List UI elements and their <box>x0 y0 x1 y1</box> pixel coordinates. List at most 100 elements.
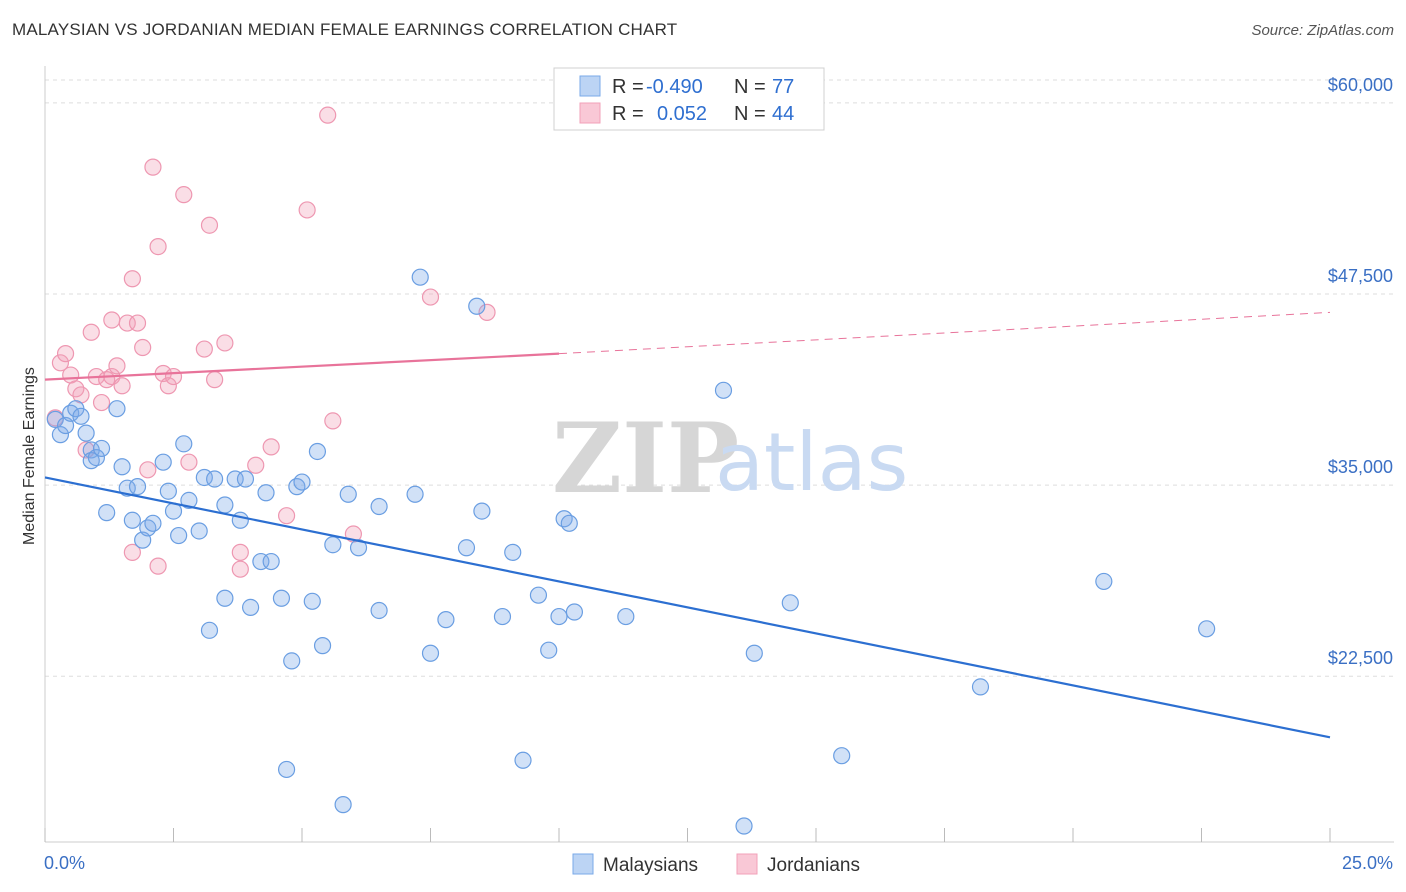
x-tick-labels: 0.0% 25.0% <box>44 853 1393 873</box>
legend-label-jordanians: Jordanians <box>767 855 860 876</box>
malaysian-point <box>288 478 306 496</box>
malaysian-point <box>308 442 327 461</box>
legend-n-value: 77 <box>772 76 794 98</box>
malaysian-point <box>77 424 95 442</box>
jordanian-point <box>277 507 296 525</box>
jordanian-point <box>123 270 141 288</box>
jordanian-point <box>134 338 152 357</box>
jordanians-points <box>46 106 496 578</box>
malaysian-point <box>411 268 429 286</box>
malaysian-point <box>370 497 388 516</box>
chart-title: MALAYSIAN VS JORDANIAN MEDIAN FEMALE EAR… <box>12 20 678 39</box>
jordanian-point <box>149 557 167 575</box>
jordanian-point <box>216 334 234 352</box>
jordanian-point <box>164 367 183 386</box>
malaysian-point <box>272 589 291 607</box>
malaysian-point <box>216 496 234 514</box>
jordanian-point <box>51 354 70 372</box>
malaysian-point <box>262 552 280 571</box>
jordanian-point <box>180 453 198 471</box>
malaysian-point <box>781 594 799 612</box>
malaysian-point <box>139 519 157 537</box>
legend-r-value: 0.052 <box>657 103 707 125</box>
legend-n-label: N = <box>734 103 766 125</box>
malaysian-point <box>971 678 990 696</box>
malaysian-point <box>231 511 249 529</box>
malaysian-point <box>714 381 733 399</box>
legend-n-label: N = <box>734 76 766 98</box>
malaysian-point <box>617 607 635 626</box>
malaysian-point <box>1095 572 1113 591</box>
malaysian-point <box>560 514 578 532</box>
malaysian-point <box>313 637 332 655</box>
malaysian-point <box>242 598 260 617</box>
malaysians-trend-line <box>44 476 1331 739</box>
jordanian-point <box>149 238 167 256</box>
jordanian-point <box>319 106 337 124</box>
axes <box>44 66 1394 843</box>
malaysian-point <box>565 603 584 621</box>
watermark-zip: ZIP <box>552 402 739 515</box>
malaysian-point <box>370 601 388 620</box>
x-tick-label: 0.0% <box>44 853 85 873</box>
legend-r-label: R = <box>612 76 644 98</box>
malaysian-point <box>206 470 224 488</box>
jordanian-point <box>231 560 249 578</box>
jordanian-point <box>128 314 147 332</box>
malaysian-point <box>277 760 296 779</box>
malaysian-point <box>514 751 532 769</box>
jordanian-point <box>113 377 131 395</box>
malaysian-point <box>190 522 208 540</box>
malaysian-point <box>457 539 476 557</box>
jordanian-point <box>231 543 249 561</box>
series-legend: Malaysians Jordanians <box>572 853 860 876</box>
malaysian-point <box>236 470 255 488</box>
malaysian-point <box>87 448 106 467</box>
jordanian-point <box>195 340 213 358</box>
malaysian-point <box>540 641 558 659</box>
jordanian-point <box>200 216 219 234</box>
jordanian-point <box>139 461 157 479</box>
jordanians-trend-line <box>44 352 560 381</box>
malaysian-point <box>113 458 131 476</box>
jordanian-point <box>159 377 177 395</box>
trend-lines <box>44 311 1331 739</box>
jordanians-trend-extension <box>558 311 1331 355</box>
jordanian-point <box>56 345 75 363</box>
malaysian-point <box>324 536 342 554</box>
x-tick-label: 25.0% <box>1342 853 1393 873</box>
malaysian-point <box>144 514 162 532</box>
malaysian-point <box>180 491 198 509</box>
malaysian-point <box>504 543 522 561</box>
jordanian-point <box>108 357 126 375</box>
legend-r-value: -0.490 <box>646 76 703 98</box>
legend-swatch-malaysians <box>572 853 594 875</box>
malaysian-point <box>283 652 301 670</box>
malaysian-point <box>216 589 234 607</box>
y-tick-label: $47,500 <box>1328 266 1393 286</box>
malaysian-point <box>550 607 568 626</box>
jordanian-point <box>478 303 496 321</box>
jordanian-point <box>324 412 342 430</box>
malaysian-point <box>1198 620 1216 638</box>
jordanian-point <box>82 323 100 341</box>
malaysian-point <box>154 453 172 471</box>
jordanian-point <box>206 371 224 389</box>
y-tick-label: $60,000 <box>1328 75 1393 95</box>
watermark-atlas: atlas <box>715 416 908 509</box>
malaysian-point <box>257 484 275 502</box>
malaysian-point <box>123 511 141 529</box>
malaysian-point <box>555 510 573 528</box>
source-label: Source: ZipAtlas.com <box>1251 22 1394 39</box>
malaysian-point <box>493 607 512 626</box>
jordanian-point <box>298 201 316 219</box>
legend-swatch-jordanians <box>579 102 601 124</box>
jordanian-point <box>103 311 121 329</box>
malaysian-point <box>293 473 311 491</box>
jordanian-point <box>421 288 440 306</box>
legend-swatch-jordanians <box>736 853 758 875</box>
malaysian-point <box>108 400 126 418</box>
malaysian-point <box>200 621 219 639</box>
malaysian-point <box>334 796 352 814</box>
